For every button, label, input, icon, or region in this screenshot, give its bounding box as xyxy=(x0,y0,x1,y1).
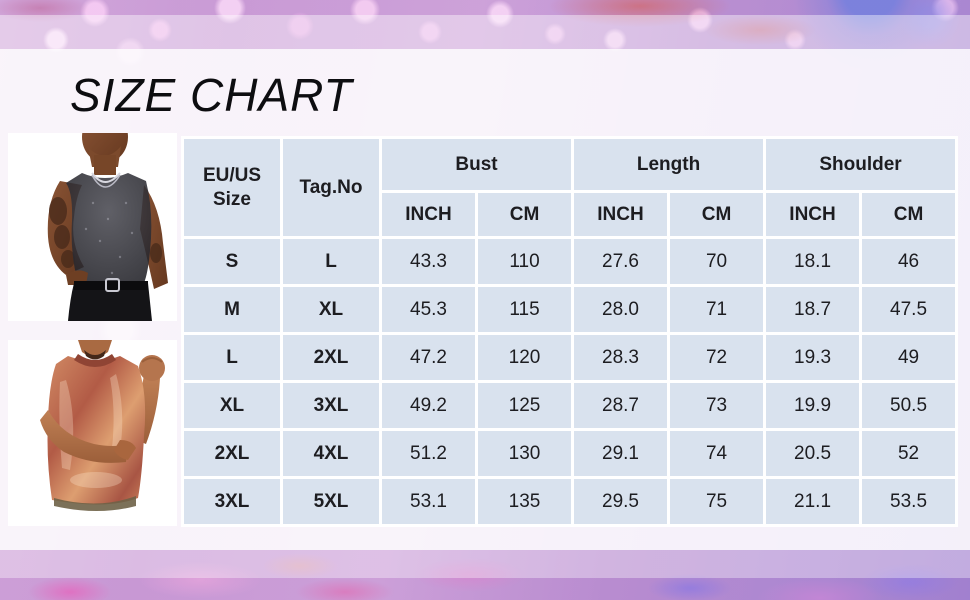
cell-bust-cm: 115 xyxy=(478,287,572,333)
cell-length-inch: 29.5 xyxy=(574,478,668,524)
cell-tag: 3XL xyxy=(283,383,379,428)
cell-size: L xyxy=(184,335,280,380)
cell-bust-inch: 53.1 xyxy=(382,478,475,524)
cell-length-inch: 29.1 xyxy=(574,430,668,476)
table-row: XL 3XL 49.2 125 28.7 73 19.9 50.5 xyxy=(184,383,956,428)
sub-header-shoulder-inch: INCH xyxy=(766,193,860,237)
cell-length-inch: 27.6 xyxy=(574,239,668,285)
sub-header-shoulder-cm: CM xyxy=(862,193,956,237)
cell-shoulder-cm: 52 xyxy=(862,430,956,476)
cell-bust-inch: 45.3 xyxy=(382,287,475,333)
cell-length-cm: 74 xyxy=(670,430,764,476)
cell-length-cm: 73 xyxy=(670,383,764,428)
cell-shoulder-inch: 19.3 xyxy=(766,335,860,380)
cell-bust-cm: 130 xyxy=(478,430,572,476)
cell-size: M xyxy=(184,287,280,333)
sub-header-bust-inch: INCH xyxy=(382,193,475,237)
mesh-shirt-illustration xyxy=(8,133,177,321)
cell-tag: 2XL xyxy=(283,335,379,380)
cell-tag: 4XL xyxy=(283,430,379,476)
cell-shoulder-cm: 50.5 xyxy=(862,383,956,428)
col-header-bust: Bust xyxy=(382,139,572,191)
cell-length-inch: 28.3 xyxy=(574,335,668,380)
table-row: 3XL 5XL 53.1 135 29.5 75 21.1 53.5 xyxy=(184,478,956,524)
cell-length-cm: 75 xyxy=(670,478,764,524)
table-row: S L 43.3 110 27.6 70 18.1 46 xyxy=(184,239,956,285)
col-header-shoulder: Shoulder xyxy=(766,139,956,191)
table-row: L 2XL 47.2 120 28.3 72 19.3 49 xyxy=(184,335,956,380)
cell-length-inch: 28.0 xyxy=(574,287,668,333)
cell-length-cm: 71 xyxy=(670,287,764,333)
cell-bust-cm: 110 xyxy=(478,239,572,285)
cell-shoulder-cm: 46 xyxy=(862,239,956,285)
cell-size: 3XL xyxy=(184,478,280,524)
cell-tag: XL xyxy=(283,287,379,333)
cell-shoulder-inch: 20.5 xyxy=(766,430,860,476)
cell-tag: 5XL xyxy=(283,478,379,524)
table-row: M XL 45.3 115 28.0 71 18.7 47.5 xyxy=(184,287,956,333)
cell-bust-inch: 49.2 xyxy=(382,383,475,428)
col-header-eu-us-size: EU/US Size xyxy=(184,139,280,237)
cell-shoulder-cm: 49 xyxy=(862,335,956,380)
cell-shoulder-inch: 19.9 xyxy=(766,383,860,428)
metallic-shirt-illustration xyxy=(8,340,177,526)
cell-bust-cm: 120 xyxy=(478,335,572,380)
cell-shoulder-cm: 53.5 xyxy=(862,478,956,524)
cell-shoulder-inch: 21.1 xyxy=(766,478,860,524)
cell-bust-inch: 43.3 xyxy=(382,239,475,285)
product-image-black-mesh-shirt xyxy=(8,133,177,321)
cell-length-cm: 72 xyxy=(670,335,764,380)
cell-bust-cm: 135 xyxy=(478,478,572,524)
cell-shoulder-cm: 47.5 xyxy=(862,287,956,333)
size-chart-table: EU/US Size Tag.No Bust Length Shoulder I… xyxy=(181,136,959,527)
cell-bust-inch: 51.2 xyxy=(382,430,475,476)
cell-shoulder-inch: 18.7 xyxy=(766,287,860,333)
page-title: SIZE CHART xyxy=(70,69,353,121)
sub-header-bust-cm: CM xyxy=(478,193,572,237)
cell-shoulder-inch: 18.1 xyxy=(766,239,860,285)
col-header-tag-no: Tag.No xyxy=(283,139,379,237)
col-header-length: Length xyxy=(574,139,764,191)
product-image-metallic-shirt xyxy=(8,340,177,526)
cell-length-cm: 70 xyxy=(670,239,764,285)
table-row: 2XL 4XL 51.2 130 29.1 74 20.5 52 xyxy=(184,430,956,476)
cell-length-inch: 28.7 xyxy=(574,383,668,428)
cell-size: 2XL xyxy=(184,430,280,476)
cell-size: XL xyxy=(184,383,280,428)
cell-size: S xyxy=(184,239,280,285)
cell-tag: L xyxy=(283,239,379,285)
cell-bust-inch: 47.2 xyxy=(382,335,475,380)
sub-header-length-inch: INCH xyxy=(574,193,668,237)
sub-header-length-cm: CM xyxy=(670,193,764,237)
cell-bust-cm: 125 xyxy=(478,383,572,428)
